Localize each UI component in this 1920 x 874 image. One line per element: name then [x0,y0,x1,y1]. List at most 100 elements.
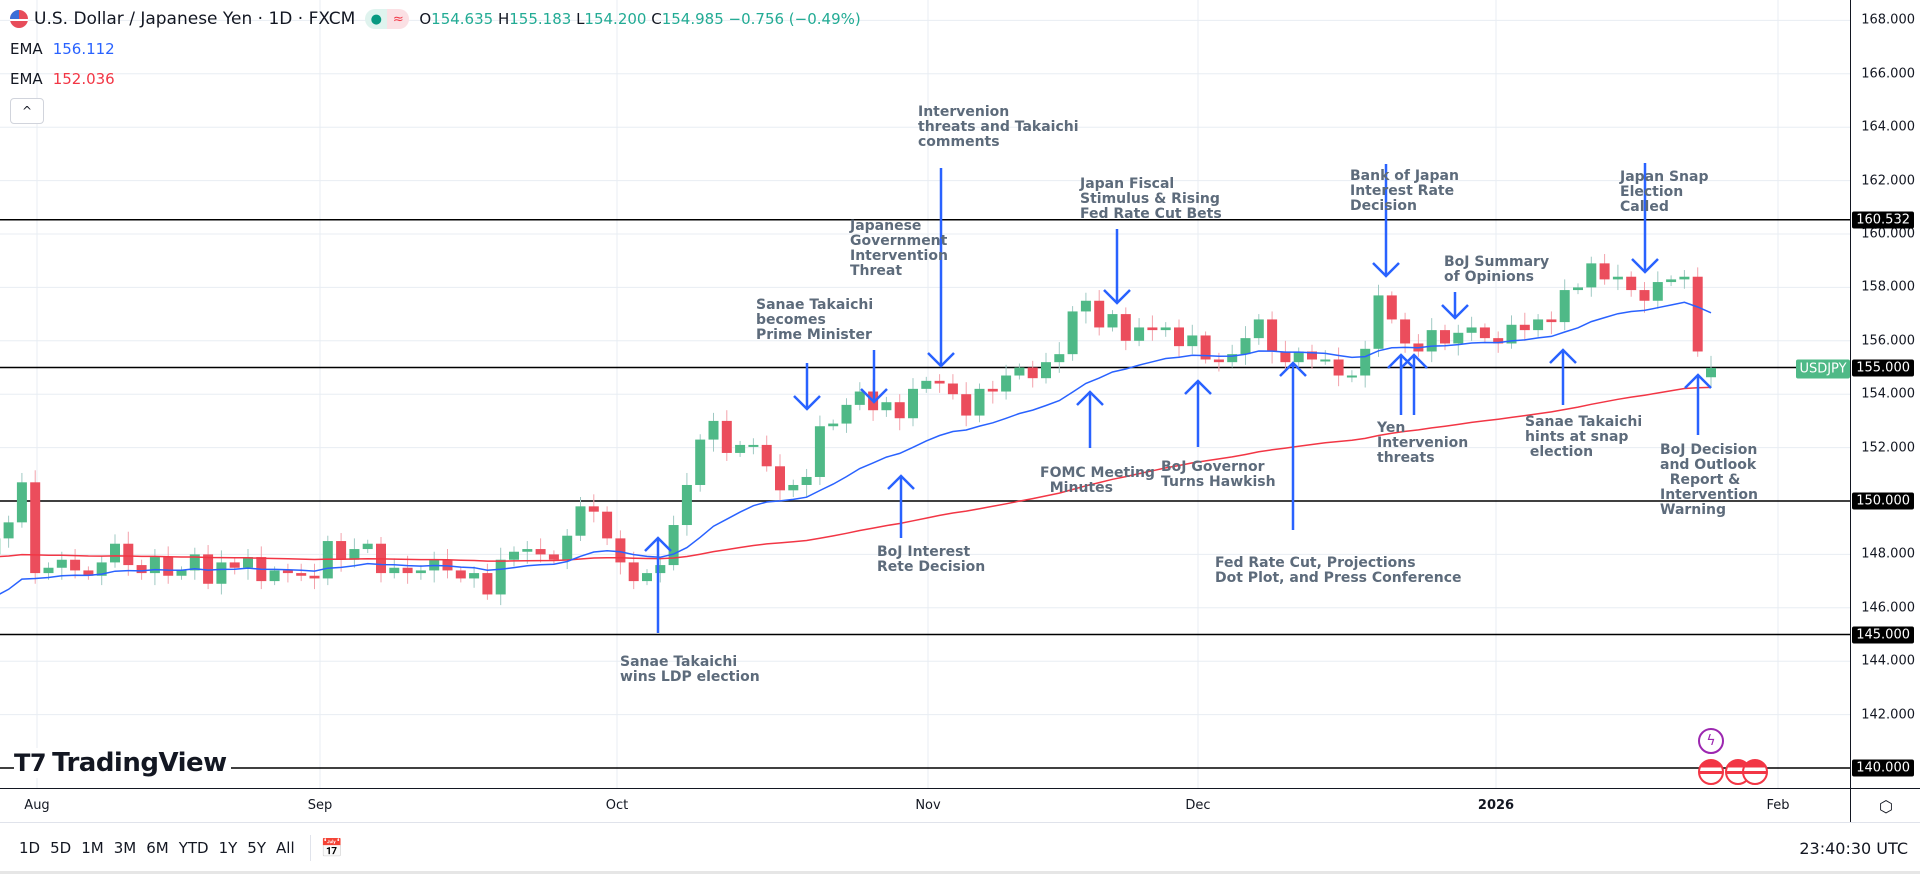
candle-body [1586,263,1597,288]
annotation-label[interactable]: BoJ Decision and Outlook Report & Interv… [1660,442,1758,518]
range-button-6m[interactable]: 6M [146,839,169,857]
range-button-all[interactable]: All [276,839,295,857]
annotation-label[interactable]: Sanae Takaichi wins LDP election [620,654,760,685]
candle-body [934,380,945,384]
candle-body [149,557,160,574]
us-economic-event-icon[interactable] [1698,759,1724,785]
annotation-label[interactable]: BoJ Interest Rete Decision [877,544,986,575]
candle-body [1386,295,1397,320]
candle-body [828,423,839,427]
price-axis[interactable]: 168.000 166.000 164.000 162.000 160.000 158.0… [1850,0,1920,788]
price-tick-label: 166.000 [1861,66,1915,82]
candle-body [455,570,466,579]
price-level-tag[interactable]: 155.000 [1852,359,1914,376]
candle-body [1599,263,1610,280]
collapse-legend-button[interactable]: ^ [10,98,44,124]
candle-body [1626,276,1637,291]
symbol-title[interactable]: U.S. Dollar / Japanese Yen · 1D · FXCM [34,9,356,29]
candle-body [1120,314,1131,341]
candle-body [1134,327,1145,341]
candle-body [442,559,453,571]
axis-settings-button[interactable]: ⬡ [1850,788,1920,823]
status-pill[interactable]: ● ≈ [365,9,410,29]
us-flag-icon [10,10,28,28]
ohlc-values: O154.635 H155.183 L154.200 C154.985 −0.7… [419,10,860,28]
candle-body [908,388,918,419]
annotation-label[interactable]: BoJ Governor Turns Hawkish [1161,459,1276,490]
range-button-1d[interactable]: 1D [19,839,41,857]
candle-body [748,444,759,447]
annotation-label[interactable]: Japan Fiscal Stimulus & Rising Fed Rate … [1080,176,1222,222]
arrow-up-icon [1184,379,1212,395]
candle-body [1479,327,1490,339]
candle-body [1320,359,1331,362]
candle-body [30,482,41,574]
candle-body [761,444,772,467]
candle-body [987,388,998,392]
range-button-3m[interactable]: 3M [113,839,137,857]
price-level-tag[interactable]: 150.000 [1852,492,1914,510]
annotation-label[interactable]: Bank of Japan Interest Rate Decision [1350,168,1459,214]
arrow-up-icon [644,536,672,552]
candle-body [362,543,373,550]
arrow-down-icon [1372,262,1400,278]
candle-body [1160,327,1171,331]
time-tick-label: Aug [24,798,50,813]
annotation-label[interactable]: Sanae Takaichi becomes Prime Minister [756,297,874,343]
price-tick-label: 162.000 [1861,173,1915,189]
candle-body [695,439,706,485]
candle-body [163,557,174,576]
tradingview-logo[interactable]: 𝗧𝟳 TradingView [14,748,231,778]
range-button-1y[interactable]: 1Y [218,839,238,857]
candle-body [282,570,293,574]
annotation-label[interactable]: Sanae Takaichi hints at snap election [1525,414,1643,460]
utc-clock[interactable]: 23:40:30 UTC [1799,838,1908,858]
annotation-label[interactable]: FOMC Meeting Minutes [1040,465,1155,496]
price-level-tag[interactable]: 145.000 [1852,626,1914,643]
range-button-5d[interactable]: 5D [50,839,72,857]
candle-body [1307,351,1317,360]
price-chart[interactable] [0,0,1850,788]
time-axis[interactable]: Aug Sep Oct Nov Dec 2026 Feb [0,788,1850,823]
go-to-date-calendar-icon[interactable]: 📅 [320,837,344,859]
annotation-label[interactable]: Intervenion threats and Takaichi comment… [918,104,1079,150]
annotation-label[interactable]: BoJ Summary of Opinions [1444,254,1550,285]
candle-body [562,535,573,560]
candle-body [309,575,320,579]
annotation-label[interactable]: Japanese Government Intervention Threat [850,218,948,279]
candle-body [1027,367,1038,379]
price-tick-label: 144.000 [1861,653,1915,669]
candle-body [814,426,825,477]
high-value: 155.183 [509,10,572,28]
candle-body [1426,330,1437,352]
range-button-1m[interactable]: 1M [81,839,104,857]
range-button-ytd[interactable]: YTD [178,839,209,857]
price-level-tag[interactable]: 160.532 [1852,211,1914,229]
annotation-label[interactable]: Yen Intervenion threats [1377,420,1469,466]
candle-body [1014,367,1025,376]
candle-body [894,402,905,419]
candle-body [548,554,559,560]
chart-pane[interactable] [0,0,1850,788]
arrow-down-icon [860,388,888,404]
lightning-event-icon[interactable]: ϟ [1698,728,1724,754]
annotation-label[interactable]: Fed Rate Cut, Projections Dot Plot, and … [1215,555,1462,586]
candle-body [16,482,27,523]
us-economic-event-icon[interactable] [1742,759,1768,785]
bottom-toolbar: 1D 5D 1M 3M 6M YTD 1Y 5Y All 📅 23:40:30 UTC [0,822,1920,873]
candle-body [123,543,134,566]
ema-slow-row[interactable]: EMA 152.036 [10,68,861,90]
candle-body [1373,295,1384,349]
candle-body [615,538,626,563]
price-tick-label: 152.000 [1861,440,1915,456]
chevron-up-icon: ^ [21,104,33,118]
ema-fast-row[interactable]: EMA 156.112 [10,38,861,60]
candle-body [243,557,253,568]
candle-body [83,570,94,576]
arrow-up-icon [1279,361,1307,377]
candle-body [1706,367,1716,378]
price-level-tag[interactable]: 140.000 [1852,759,1914,777]
candle-body [495,559,506,595]
range-button-5y[interactable]: 5Y [247,839,267,857]
annotation-label[interactable]: Japan Snap Election Called [1620,169,1709,215]
